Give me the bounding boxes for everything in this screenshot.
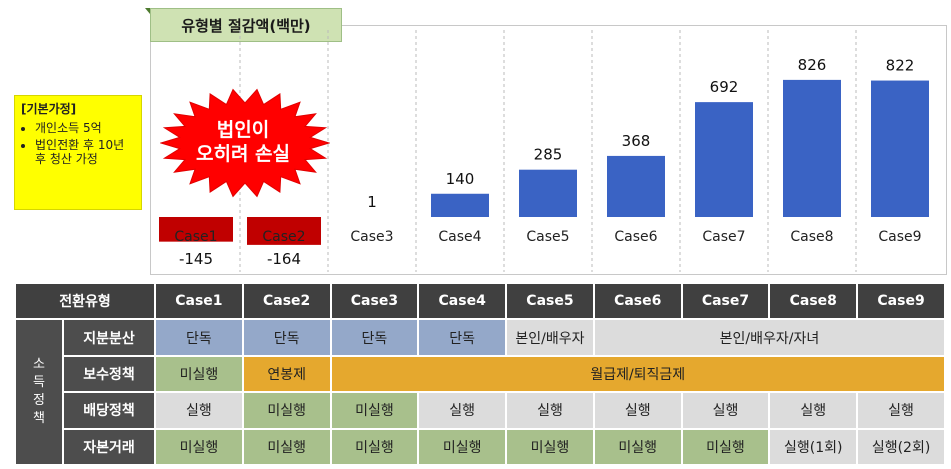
col-header: Case5 <box>505 281 595 321</box>
category-label: Case8 <box>790 229 833 245</box>
table-cell: 미실행 <box>592 427 683 467</box>
table-cell: 연봉제 <box>241 354 332 394</box>
row-label-dividend: 배당정책 <box>62 391 156 430</box>
data-label: -164 <box>267 250 301 268</box>
table-cell: 실행 <box>154 391 244 430</box>
col-header: Case1 <box>154 281 244 321</box>
data-label: 285 <box>534 146 563 164</box>
row-label-pay: 보수정책 <box>62 354 156 394</box>
table-cell: 실행 <box>680 391 771 430</box>
table-cell: 미실행 <box>417 427 508 467</box>
table-header-row: 전환유형 Case1 Case2 Case3 Case4 Case5 Case6… <box>14 281 946 321</box>
loss-callout-burst <box>160 88 330 198</box>
callout-line-2: 오히려 손실 <box>195 143 290 165</box>
bar <box>695 102 753 217</box>
policy-table: 전환유형 Case1 Case2 Case3 Case4 Case5 Case6… <box>14 281 947 467</box>
data-label: 1 <box>367 193 377 211</box>
table-cell: 미실행 <box>680 427 771 467</box>
assumption-item: 법인전환 후 10년 후 청산 가정 <box>35 138 135 166</box>
category-label: Case9 <box>878 229 921 245</box>
row-label-equity: 지분분산 <box>62 318 156 357</box>
table-cell: 실행 <box>856 391 946 430</box>
assumption-list: 개인소득 5억 법인전환 후 10년 후 청산 가정 <box>21 121 135 166</box>
assumption-item: 개인소득 5억 <box>35 121 135 135</box>
col-header: Case9 <box>856 281 946 321</box>
col-header: Case2 <box>241 281 332 321</box>
table-cell: 실행 <box>417 391 508 430</box>
assumption-title: [기본가정] <box>21 102 77 116</box>
category-label: Case7 <box>702 229 745 245</box>
callout-line-1: 법인이 <box>216 119 270 141</box>
category-label: Case6 <box>614 229 657 245</box>
chart-labels: -145 Case1 -164 Case2 1 Case3 140 Case4 285 Case5… <box>174 56 921 268</box>
bar <box>607 155 665 217</box>
bar <box>783 79 841 217</box>
table-cell: 미실행 <box>241 391 332 430</box>
header-label: 전환유형 <box>14 281 156 321</box>
bar <box>871 80 929 217</box>
table-cell: 실행 <box>768 391 859 430</box>
category-label: Case5 <box>526 229 569 245</box>
table-cell: 실행 <box>592 391 683 430</box>
table-row-capital: 자본거래 미실행 미실행 미실행 미실행 미실행 미실행 미실행 실행(1회) 실행(2회) <box>15 427 946 467</box>
table-cell: 미실행 <box>505 427 595 467</box>
category-label: Case2 <box>262 229 305 245</box>
category-label: Case1 <box>174 229 217 245</box>
chart-title: 유형별 절감액(백만) <box>150 8 342 42</box>
assumption-box: [기본가정] 개인소득 5억 법인전환 후 10년 후 청산 가정 <box>14 95 142 210</box>
table-cell: 단독 <box>241 318 332 357</box>
table-cell: 미실행 <box>329 427 420 467</box>
col-header: Case4 <box>417 281 508 321</box>
bar <box>431 193 489 217</box>
loss-callout-text: 법인이 오히려 손실 <box>178 118 308 166</box>
bar <box>247 217 321 245</box>
table-cell: 월급제/퇴직금제 <box>329 354 947 394</box>
table-cell: 단독 <box>417 318 508 357</box>
bar <box>159 217 233 242</box>
col-header: Case6 <box>592 281 683 321</box>
table-cell: 미실행 <box>241 427 332 467</box>
category-label: Case3 <box>350 229 393 245</box>
data-label: 822 <box>886 57 915 75</box>
row-label-capital: 자본거래 <box>62 427 156 467</box>
table-cell: 단독 <box>154 318 244 357</box>
category-label: Case4 <box>438 229 481 245</box>
col-header: Case7 <box>680 281 771 321</box>
table-cell: 실행 <box>505 391 595 430</box>
col-header: Case8 <box>768 281 859 321</box>
table-cell: 미실행 <box>154 427 244 467</box>
data-label: 368 <box>622 132 651 150</box>
col-header: Case3 <box>329 281 420 321</box>
data-label: 692 <box>710 78 739 96</box>
table-cell: 미실행 <box>329 391 420 430</box>
bar-chart: -145 Case1 -164 Case2 1 Case3 140 Case4 285 Case5… <box>159 30 929 272</box>
table-cell: 실행(2회) <box>856 427 946 467</box>
table-cell: 본인/배우자/자녀 <box>592 318 947 357</box>
chart-bars <box>159 79 929 245</box>
table-row-pay: 보수정책 미실행 연봉제 월급제/퇴직금제 <box>15 354 947 394</box>
table-cell: 단독 <box>329 318 420 357</box>
data-label: 826 <box>798 56 827 74</box>
bar <box>519 169 577 217</box>
data-label: -145 <box>179 250 213 268</box>
table-cell: 미실행 <box>154 354 244 394</box>
data-label: 140 <box>446 170 475 188</box>
table-cell: 본인/배우자 <box>505 318 595 357</box>
table-cell: 실행(1회) <box>768 427 859 467</box>
table-row-dividend: 배당정책 실행 미실행 미실행 실행 실행 실행 실행 실행 실행 <box>15 391 946 430</box>
